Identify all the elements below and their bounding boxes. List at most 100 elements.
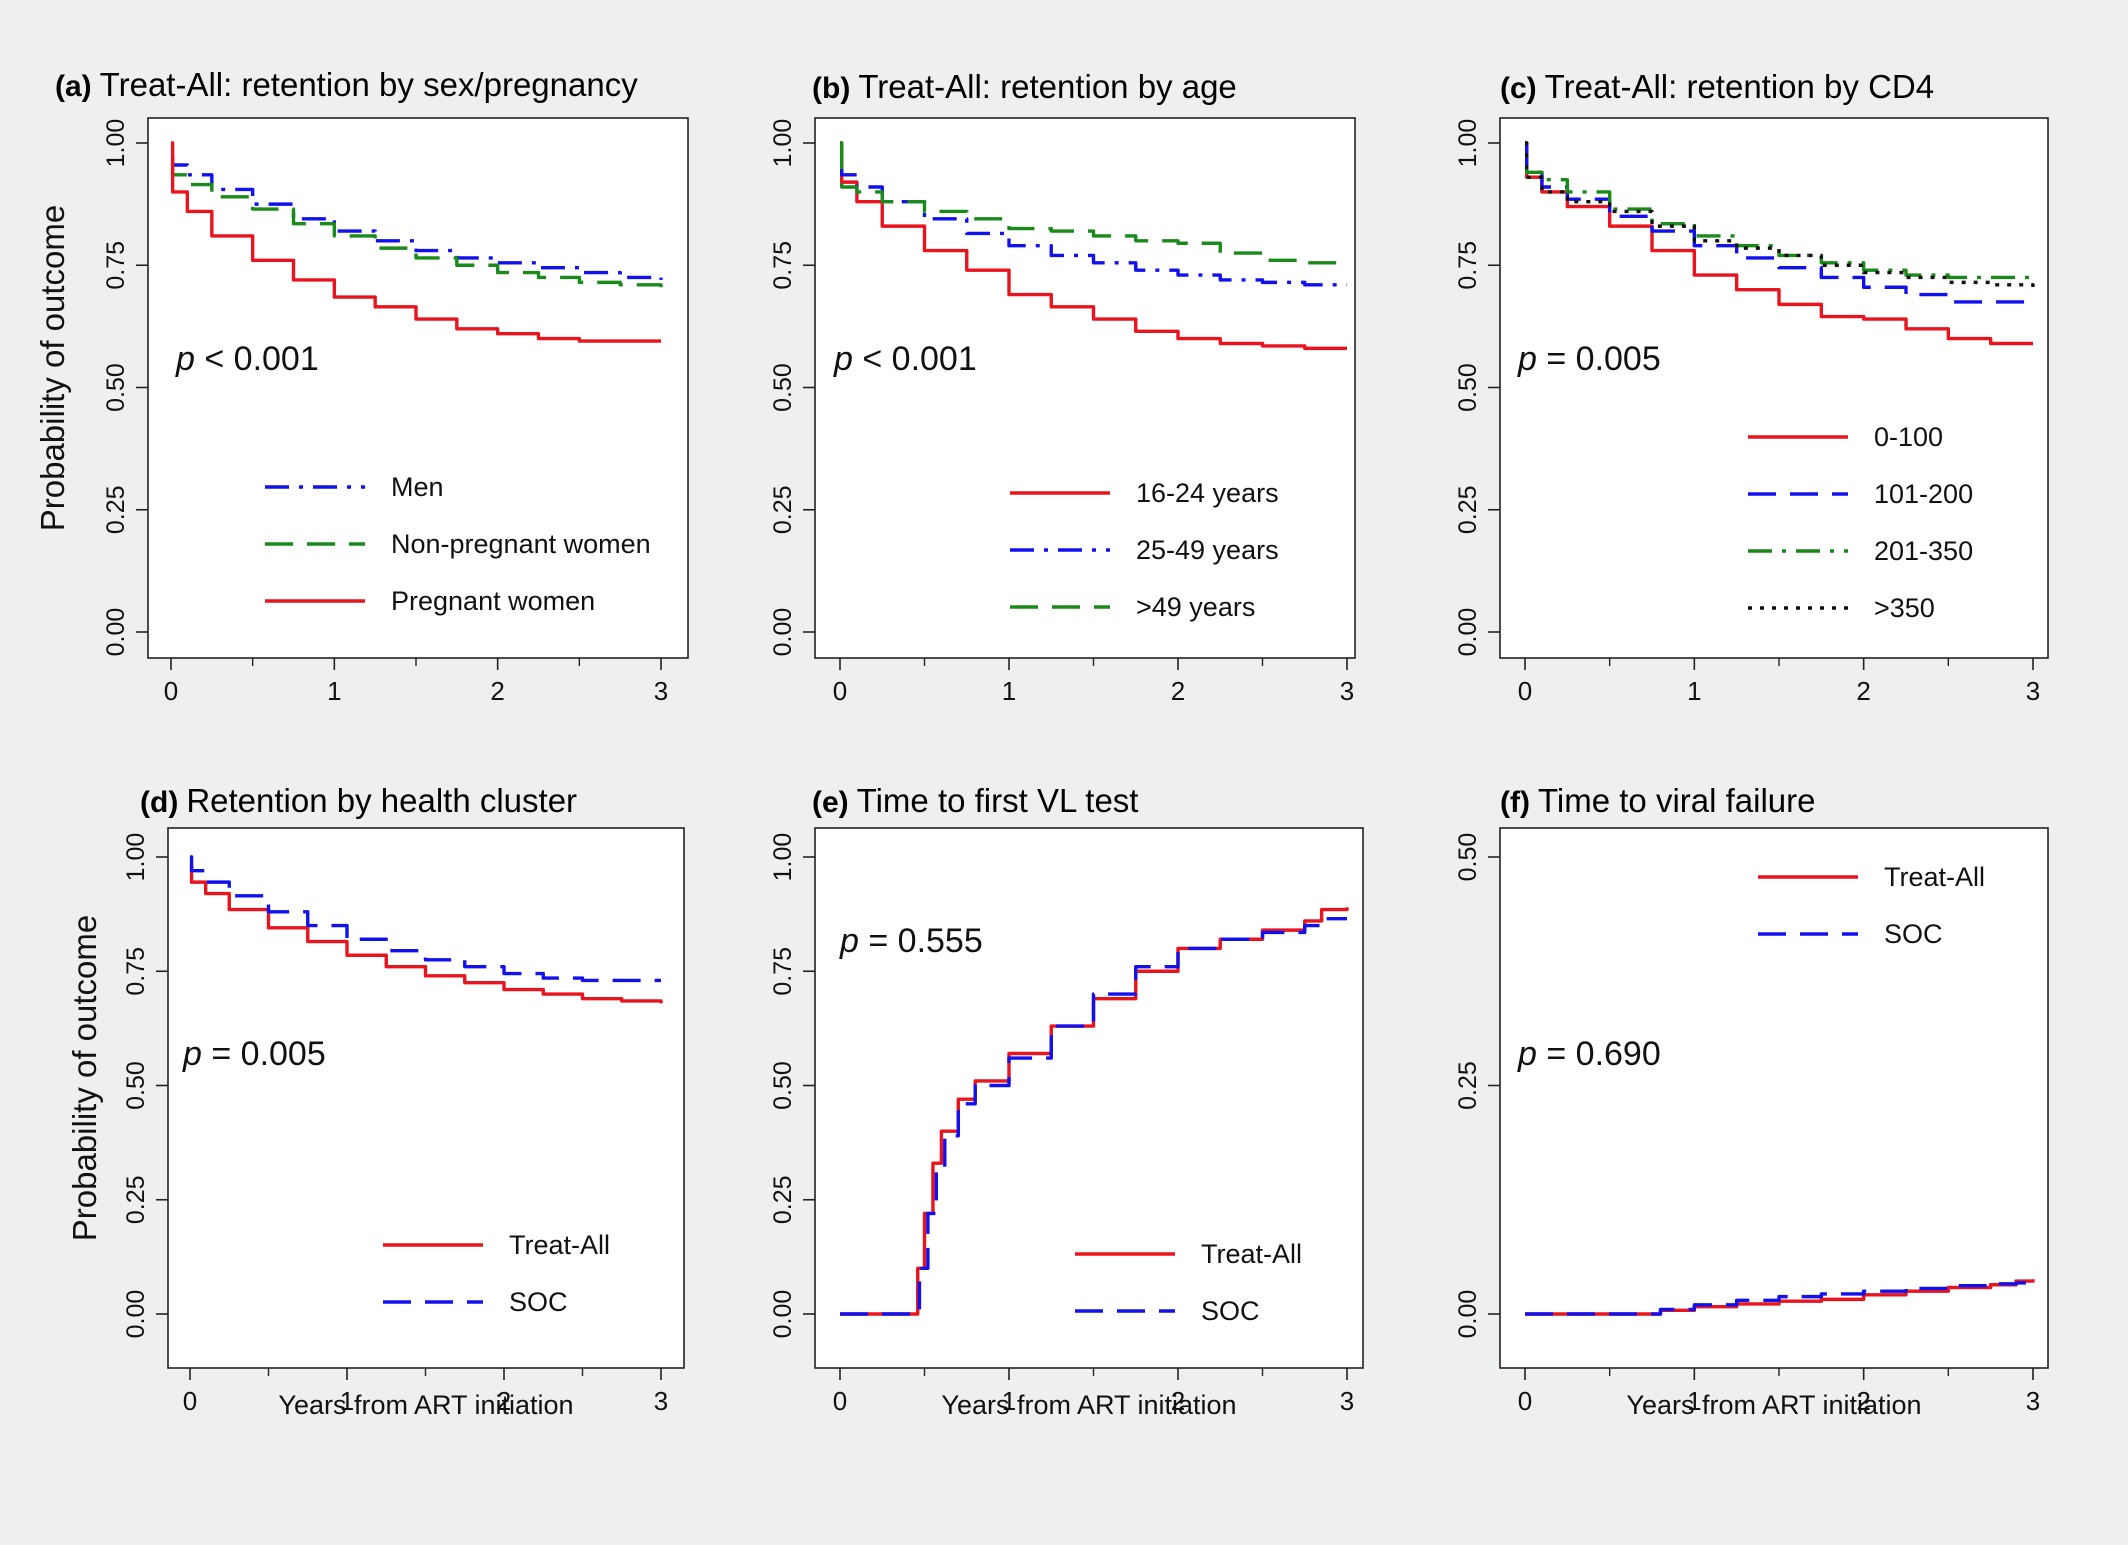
plot-frame <box>1499 827 2049 1369</box>
x-axis-label: Years from ART initiation <box>278 1390 573 1420</box>
panel-title-text: Time to first VL test <box>857 782 1139 819</box>
panel-title: (b) Treat-All: retention by age <box>812 68 1237 105</box>
panel-title: (f) Time to viral failure <box>1500 782 1816 819</box>
y-tick-label: 0.00 <box>769 608 797 657</box>
legend-label: Treat-All <box>509 1230 610 1260</box>
y-tick-label: 0.50 <box>769 363 797 412</box>
p-value: p = 0.005 <box>1517 340 1661 378</box>
x-axis-label: Years from ART initiation <box>1626 1390 1921 1420</box>
x-tick-label: 0 <box>833 1386 847 1416</box>
x-tick-label: 1 <box>327 676 341 706</box>
y-tick-label: 1.00 <box>122 833 150 882</box>
p-value: p = 0.005 <box>182 1035 326 1073</box>
p-value-text: < 0.001 <box>853 340 977 378</box>
y-tick-label: 0.25 <box>122 1175 150 1224</box>
legend-label: SOC <box>1201 1296 1260 1326</box>
y-tick-label: 0.00 <box>1454 1290 1482 1339</box>
x-tick-label: 1 <box>340 1386 354 1416</box>
x-tick-label: 3 <box>654 1386 668 1416</box>
y-tick-label: 0.00 <box>1454 608 1482 657</box>
x-tick-label: 3 <box>1340 676 1354 706</box>
x-tick-label: 3 <box>2026 676 2040 706</box>
plot-frame <box>814 827 1364 1369</box>
y-tick-label: 0.25 <box>102 485 130 534</box>
y-tick-label: 0.50 <box>122 1061 150 1110</box>
y-tick-label: 0.75 <box>122 947 150 996</box>
p-symbol: p <box>182 1035 202 1073</box>
legend-label: 201-350 <box>1874 536 1973 566</box>
y-tick-label: 0.50 <box>102 363 130 412</box>
x-tick-label: 0 <box>1518 676 1532 706</box>
legend-label: Treat-All <box>1201 1239 1302 1269</box>
y-tick-label: 0.50 <box>1454 363 1482 412</box>
x-axis-label: Years from ART initiation <box>941 1390 1236 1420</box>
p-symbol: p <box>1517 1035 1537 1073</box>
y-tick-label: 0.50 <box>769 1061 797 1110</box>
y-tick-label: 0.50 <box>1454 833 1482 882</box>
panel-label: (d) <box>140 786 178 819</box>
x-tick-label: 3 <box>654 676 668 706</box>
legend-label: 25-49 years <box>1136 535 1279 565</box>
series-line-0-100 <box>1524 141 2033 346</box>
y-tick-label: 0.75 <box>769 241 797 290</box>
series-line-non-pregnant-women <box>170 160 663 288</box>
y-tick-label: 0.75 <box>102 241 130 290</box>
y-tick-label: 0.25 <box>769 1175 797 1224</box>
panel-title-text: Treat-All: retention by age <box>858 68 1236 105</box>
p-value: p = 0.690 <box>1517 1035 1661 1073</box>
p-value-text: < 0.001 <box>195 340 319 378</box>
y-tick-label: 1.00 <box>1454 119 1482 168</box>
p-symbol: p <box>839 922 859 960</box>
legend-label: SOC <box>509 1287 568 1317</box>
x-tick-label: 2 <box>497 1386 511 1416</box>
series-line-25-49-years <box>839 165 1347 287</box>
y-axis-label: Probability of outcome <box>34 205 71 532</box>
p-symbol: p <box>833 340 853 378</box>
p-value-text: = 0.005 <box>1537 340 1661 378</box>
legend-label: 16-24 years <box>1136 478 1279 508</box>
y-tick-label: 0.25 <box>769 485 797 534</box>
legend-label: 101-200 <box>1874 479 1973 509</box>
x-tick-label: 1 <box>1687 676 1701 706</box>
panel-title: (e) Time to first VL test <box>812 782 1138 819</box>
p-value: p = 0.555 <box>839 922 983 960</box>
panel-title: (c) Treat-All: retention by CD4 <box>1500 68 1934 105</box>
p-symbol: p <box>1517 340 1537 378</box>
legend-label: Pregnant women <box>391 586 595 616</box>
legend-label: 0-100 <box>1874 422 1943 452</box>
y-tick-label: 0.00 <box>769 1290 797 1339</box>
panel-title-text: Treat-All: retention by CD4 <box>1545 68 1934 105</box>
series-line-soc <box>840 916 1347 1316</box>
series-line-treat-all <box>189 864 663 1004</box>
panel-b: (b) Treat-All: retention by age 0 1 2 3 0.00 0.… <box>769 68 1356 706</box>
y-axis-label: Probability of outcome <box>66 915 103 1242</box>
plot-frame <box>814 117 1356 659</box>
panel-title: (d) Retention by health cluster <box>140 782 577 819</box>
legend-label: Men <box>391 472 444 502</box>
x-tick-label: 0 <box>183 1386 197 1416</box>
panel-d: (d) Retention by health cluster 0 1 2 3 0.00 0.… <box>66 782 685 1420</box>
plot-frame <box>147 117 689 659</box>
legend-label: Treat-All <box>1884 862 1985 892</box>
x-tick-label: 1 <box>1687 1386 1701 1416</box>
series-line-soc <box>189 855 661 983</box>
y-tick-label: 0.00 <box>122 1290 150 1339</box>
panel-title: (a) Treat-All: retention by sex/pregnancy <box>55 66 638 103</box>
x-tick-label: 3 <box>1340 1386 1354 1416</box>
panel-f: (f) Time to viral failure 0 1 2 3 0.00 0.25 0.50… <box>1454 782 2049 1420</box>
y-tick-label: 0.25 <box>1454 1061 1482 1110</box>
legend-label: >49 years <box>1136 592 1255 622</box>
plot-frame <box>1499 117 2049 659</box>
p-value-text: = 0.005 <box>202 1035 326 1073</box>
x-tick-label: 1 <box>1002 676 1016 706</box>
legend-label: >350 <box>1874 593 1935 623</box>
series-line--49-years <box>839 141 1347 265</box>
panel-title-text: Retention by health cluster <box>186 782 577 819</box>
panel-label: (f) <box>1500 786 1530 819</box>
plot-frame <box>167 827 685 1369</box>
series-line-soc <box>1525 1281 2035 1316</box>
panel-label: (a) <box>55 70 92 103</box>
panel-title-text: Treat-All: retention by sex/pregnancy <box>100 66 639 103</box>
panel-title-text: Time to viral failure <box>1538 782 1816 819</box>
